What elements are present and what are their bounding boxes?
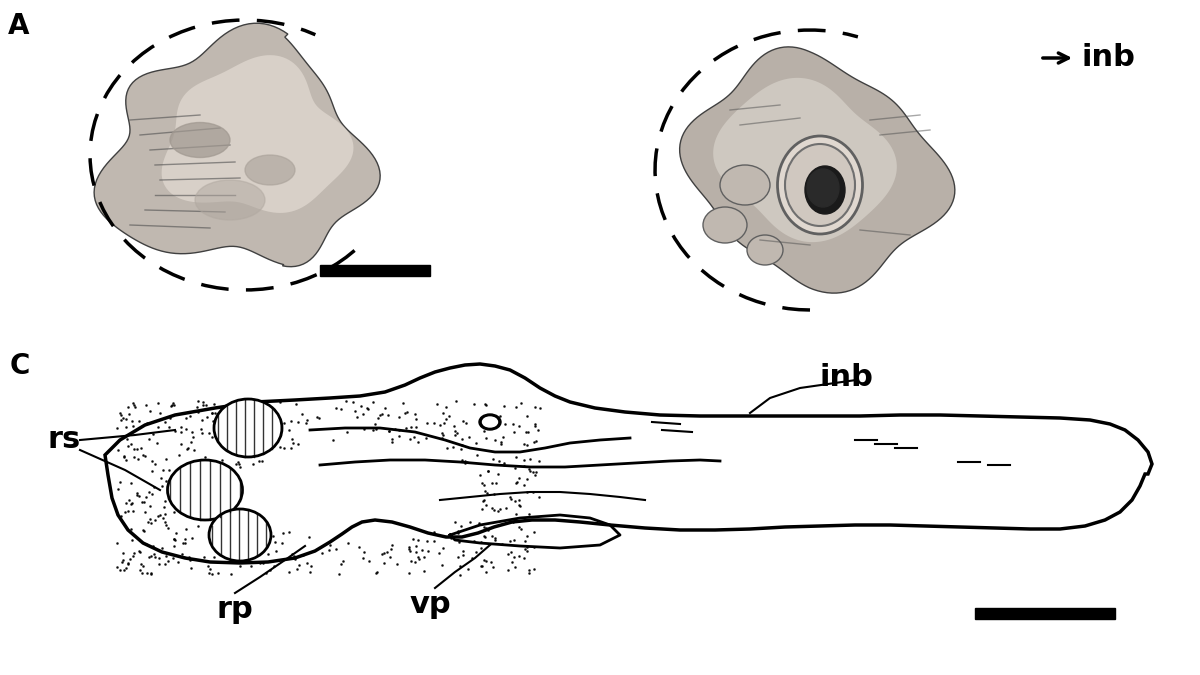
- Text: A: A: [8, 12, 30, 40]
- Text: rp: rp: [217, 595, 253, 624]
- Text: vp: vp: [409, 590, 451, 619]
- Polygon shape: [106, 364, 1152, 563]
- Text: rs: rs: [48, 425, 82, 454]
- Text: inb: inb: [820, 364, 874, 392]
- Polygon shape: [679, 47, 955, 293]
- Ellipse shape: [194, 180, 265, 220]
- Ellipse shape: [720, 165, 770, 205]
- Ellipse shape: [170, 122, 230, 157]
- Ellipse shape: [785, 144, 854, 226]
- Polygon shape: [94, 23, 380, 267]
- Ellipse shape: [479, 414, 502, 430]
- Ellipse shape: [746, 235, 784, 265]
- Text: C: C: [10, 352, 30, 380]
- Ellipse shape: [168, 460, 242, 520]
- Ellipse shape: [245, 155, 295, 185]
- Ellipse shape: [805, 166, 845, 214]
- Ellipse shape: [214, 399, 282, 457]
- Bar: [974, 608, 1115, 619]
- Bar: [320, 265, 430, 276]
- Ellipse shape: [808, 169, 839, 207]
- Polygon shape: [713, 78, 896, 242]
- Ellipse shape: [482, 417, 498, 427]
- Ellipse shape: [778, 136, 863, 234]
- Ellipse shape: [209, 509, 271, 561]
- Ellipse shape: [703, 207, 746, 243]
- Polygon shape: [162, 55, 354, 213]
- Text: inb: inb: [1082, 43, 1136, 72]
